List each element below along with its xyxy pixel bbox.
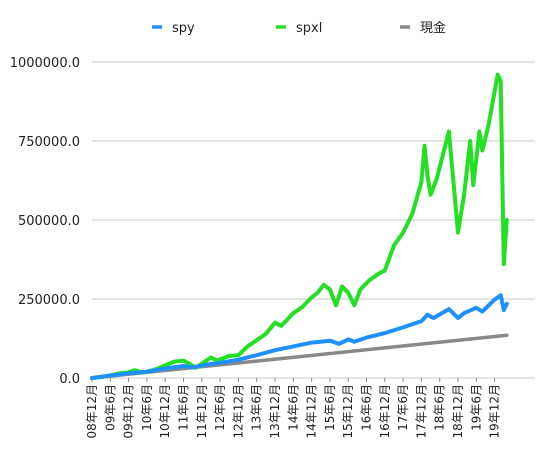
x-tick-label: 19年6月 (469, 384, 483, 431)
legend-label-spy: spy (172, 21, 195, 36)
legend-label-spxl: spxl (296, 21, 322, 36)
y-tick-label: 1000000.0 (10, 56, 80, 71)
x-tick-label: 11年12月 (195, 384, 209, 439)
x-axis: 08年12月 09年6月 09年12月 10年6月 10年12月 11年6月 11年12月 1… (85, 378, 502, 439)
x-tick-label: 18年12月 (451, 384, 465, 439)
y-tick-label: 750000.0 (18, 135, 80, 150)
x-tick-label: 12年12月 (231, 384, 245, 439)
x-tick-label: 18年6月 (433, 384, 447, 431)
x-tick-label: 14年6月 (286, 384, 300, 431)
x-tick-label: 19年12月 (488, 384, 502, 439)
series-line-spxl (90, 72, 509, 380)
x-tick-label: 10年12月 (158, 384, 172, 439)
x-tick-label: 15年12月 (341, 384, 355, 439)
x-tick-label: 11年6月 (177, 384, 191, 431)
series-lines (90, 72, 509, 380)
x-tick-label: 08年12月 (85, 384, 99, 439)
legend: spy spxl 現金 (152, 20, 446, 36)
y-axis: 0.0 250000.0 500000.0 750000.0 1000000.0 (10, 56, 80, 387)
x-tick-label: 13年12月 (268, 384, 282, 439)
series-line-spy (90, 293, 509, 380)
x-tick-label: 16年6月 (360, 384, 374, 431)
x-tick-label: 14年12月 (305, 384, 319, 439)
x-tick-label: 17年12月 (414, 384, 428, 439)
x-tick-label: 10年6月 (140, 384, 154, 431)
y-tick-label: 0.0 (59, 372, 80, 387)
legend-item-spy: spy (152, 21, 195, 36)
y-tick-label: 250000.0 (18, 293, 80, 308)
x-tick-label: 17年6月 (396, 384, 410, 431)
x-tick-label: 09年12月 (122, 384, 136, 439)
legend-item-cash: 現金 (400, 20, 446, 36)
grid (92, 61, 535, 379)
y-tick-label: 500000.0 (18, 214, 80, 229)
legend-label-cash: 現金 (420, 20, 446, 36)
legend-item-spxl: spxl (276, 21, 322, 36)
x-tick-label: 13年6月 (250, 384, 264, 431)
x-tick-label: 12年6月 (213, 384, 227, 431)
x-tick-label: 15年6月 (323, 384, 337, 431)
x-tick-label: 09年6月 (103, 384, 117, 431)
x-tick-label: 16年12月 (378, 384, 392, 439)
